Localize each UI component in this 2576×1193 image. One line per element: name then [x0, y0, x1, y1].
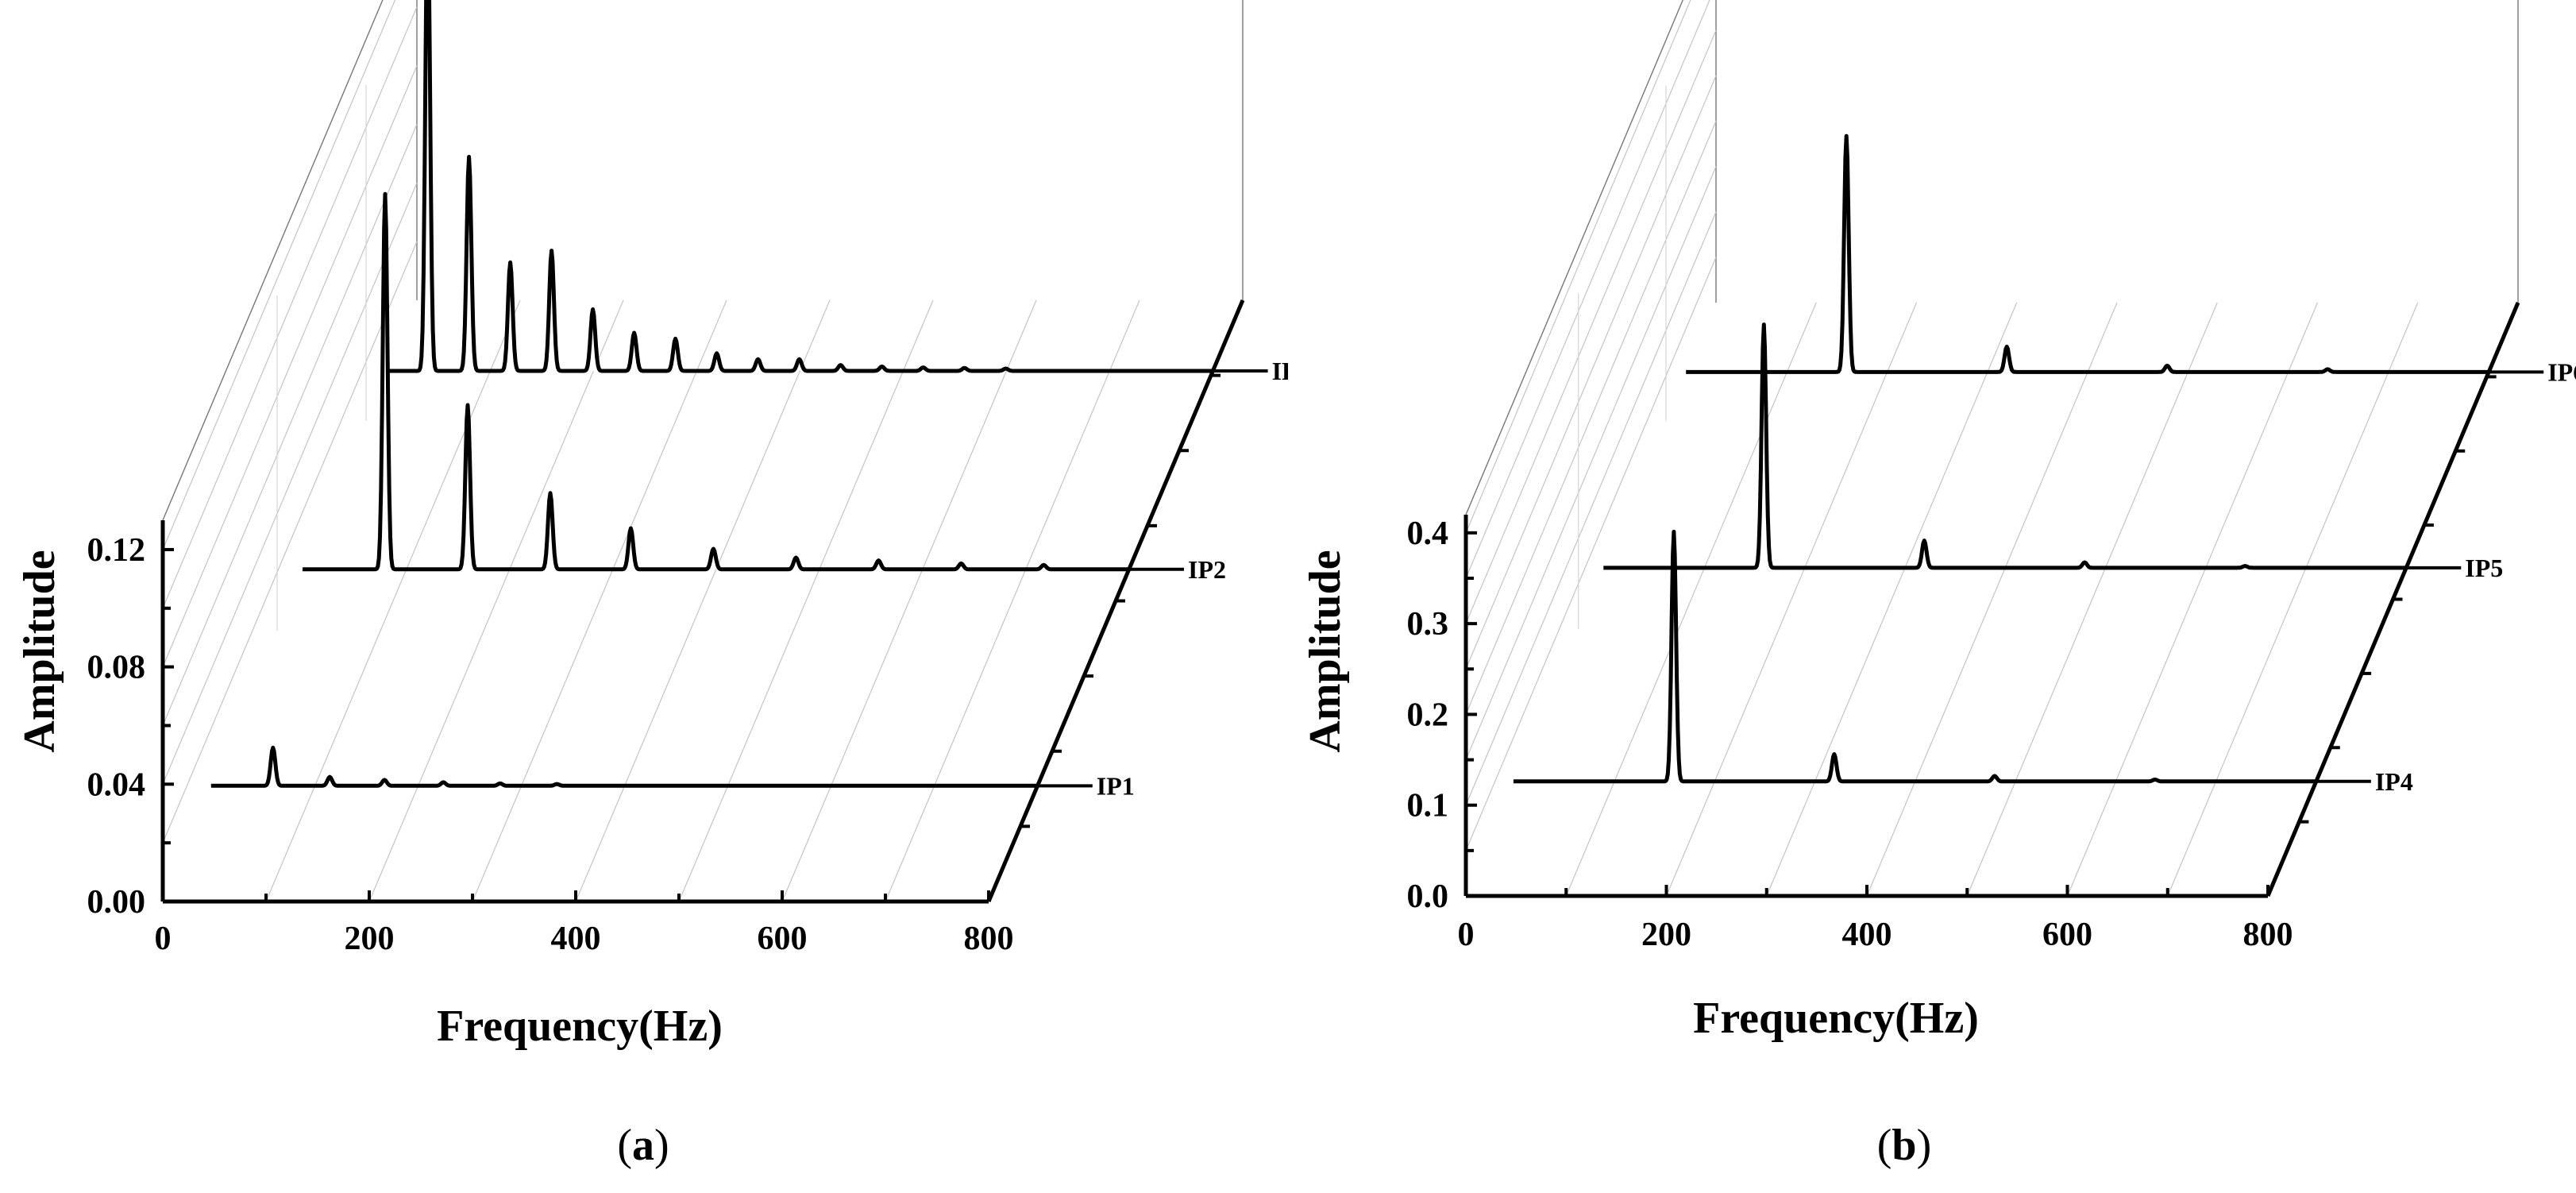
- floor-grid-line: [368, 299, 624, 902]
- series-label-ip5: IP5: [2465, 554, 2503, 582]
- x-tick-label: 0: [155, 921, 172, 957]
- y-tick-label: 0.0: [1407, 878, 1449, 915]
- x-tick-label: 0: [1458, 917, 1475, 953]
- series-label-ip2: IP2: [1188, 555, 1226, 584]
- back-wall: [1465, 0, 2519, 515]
- series-ip3: IP3: [385, 0, 1288, 385]
- panel-label-open: (: [617, 1121, 632, 1170]
- series-group: IP6 IP5 IP4: [1512, 133, 2576, 796]
- side-grid-line: [1465, 0, 1691, 534]
- grid: [162, 0, 1140, 902]
- side-wall-top-edge: [1465, 0, 1684, 515]
- chart-a: IP3 IP2 IP1 0 200 400 600 800 0.00 0.04 0.08 0.12 Fr…: [15, 0, 1288, 1170]
- side-wall-top-edge: [162, 0, 384, 521]
- y-axis-title: Amplitude: [1301, 550, 1350, 752]
- floor-grid-line: [1665, 302, 1918, 897]
- panel-label-letter: b: [1892, 1121, 1916, 1170]
- x-tick-label: 200: [1641, 917, 1691, 953]
- floor-grid-line: [472, 299, 727, 902]
- series-ip6: IP6: [1685, 133, 2576, 386]
- side-grid-line: [1465, 257, 1717, 851]
- floor-grid-line: [885, 299, 1140, 902]
- floor-grid-line: [678, 299, 934, 902]
- x-tick-label: 800: [2243, 917, 2293, 953]
- y-tick-label: 0.4: [1407, 515, 1449, 552]
- panel-label-close: ): [654, 1121, 669, 1170]
- series-line-ip3: [385, 0, 1213, 373]
- side-grid-line: [1465, 75, 1717, 670]
- floor-grid-line: [1565, 302, 1817, 897]
- series-line-ip6: [1685, 133, 2489, 374]
- side-grid-line: [1465, 29, 1717, 624]
- side-grid-line: [1465, 121, 1717, 715]
- y-tick-label: 0.2: [1407, 697, 1449, 733]
- panel-a: IP3 IP2 IP1 0 200 400 600 800 0.00 0.04 0.08 0.12 Fr…: [15, 0, 1288, 1170]
- series-line-ip2: [301, 191, 1130, 572]
- y-tick-label: 0.00: [87, 884, 146, 921]
- series-ip5: IP5: [1602, 322, 2503, 582]
- side-grid-line: [1465, 166, 1717, 760]
- y-tick-label: 0.3: [1407, 606, 1449, 643]
- series-ip1: IP1: [210, 745, 1135, 800]
- back-wall-frame: [1715, 0, 2519, 303]
- side-grid-line: [162, 0, 396, 550]
- side-grid-line: [162, 183, 418, 785]
- series-ip2: IP2: [301, 191, 1226, 584]
- side-grid-line: [1465, 211, 1717, 805]
- series-line-ip1: [210, 745, 1038, 788]
- floor-grid-line: [1866, 302, 2118, 897]
- panel-label-close: ): [1917, 1121, 1932, 1170]
- panel-label-open: (: [1877, 1121, 1892, 1170]
- panel-label: (b): [1877, 1121, 1931, 1170]
- floor-grid-line: [265, 299, 521, 902]
- side-grid-line: [162, 65, 418, 667]
- x-axis-title: Frequency(Hz): [437, 1002, 723, 1051]
- series-line-ip5: [1602, 322, 2407, 570]
- y-tick-label: 0.1: [1407, 788, 1449, 824]
- axes: 0 200 400 600 800 0.00 0.04 0.08 0.12: [87, 299, 1245, 957]
- x-axis-title: Frequency(Hz): [1693, 994, 1979, 1043]
- back-wall-frame: [416, 0, 1244, 300]
- y-tick-label: 0.08: [87, 650, 146, 686]
- grid: [1465, 0, 2419, 897]
- series-label-ip6: IP6: [2547, 357, 2576, 386]
- chart-b: IP6 IP5 IP4 0 200 400 600 800 0.0 0.1 0.2 0.3 0.4 Fre…: [1301, 0, 2576, 1170]
- y-axis-title: Amplitude: [15, 550, 64, 752]
- y-tick-label: 0.04: [87, 766, 146, 803]
- side-grid-line: [162, 124, 418, 726]
- series-label-ip3: IP3: [1272, 357, 1288, 385]
- series-group: IP3 IP2 IP1: [210, 0, 1288, 800]
- floor-grid-line: [781, 299, 1037, 902]
- side-grid-line: [162, 6, 418, 609]
- x-tick-label: 800: [964, 921, 1014, 957]
- floor-grid-line: [2167, 302, 2419, 897]
- x-tick-label: 200: [345, 921, 395, 957]
- side-grid-line: [162, 241, 418, 844]
- side-grid-line: [1465, 0, 1710, 579]
- series-ip4: IP4: [1512, 530, 2413, 796]
- floor-grid-line: [575, 299, 831, 902]
- floor-grid-line: [1766, 302, 2018, 897]
- x-tick-label: 400: [1842, 917, 1892, 953]
- x-tick-label: 600: [2042, 917, 2092, 953]
- y-tick-label: 0.12: [87, 532, 146, 569]
- series-label-ip1: IP1: [1097, 771, 1135, 800]
- x-tick-label: 600: [758, 921, 808, 957]
- series-label-ip4: IP4: [2375, 767, 2413, 796]
- series-line-ip4: [1512, 530, 2317, 784]
- floor-grid-line: [1966, 302, 2218, 897]
- back-wall: [162, 0, 1244, 521]
- panel-label-letter: a: [632, 1121, 654, 1170]
- axes: 0 200 400 600 800 0.0 0.1 0.2 0.3 0.4: [1407, 302, 2520, 953]
- panel-label: (a): [617, 1121, 669, 1170]
- panel-b: IP6 IP5 IP4 0 200 400 600 800 0.0 0.1 0.2 0.3 0.4 Fre…: [1288, 0, 2576, 1193]
- x-tick-label: 400: [551, 921, 601, 957]
- floor-grid-line: [2066, 302, 2319, 897]
